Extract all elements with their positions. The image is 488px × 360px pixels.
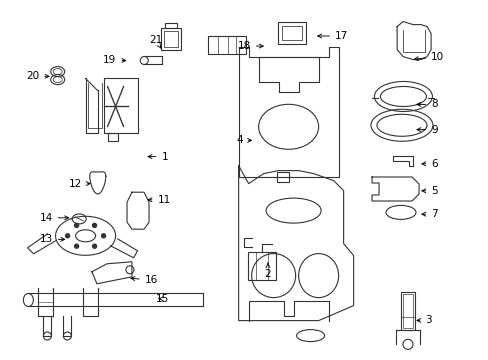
Text: 10: 10 bbox=[414, 52, 444, 62]
Text: 9: 9 bbox=[416, 125, 437, 135]
Text: 4: 4 bbox=[236, 135, 251, 145]
Text: 3: 3 bbox=[416, 315, 431, 325]
Circle shape bbox=[75, 244, 79, 248]
Text: 16: 16 bbox=[131, 275, 158, 285]
Circle shape bbox=[75, 224, 79, 228]
Bar bbox=[277, 22, 305, 44]
Text: 7: 7 bbox=[421, 209, 437, 219]
Circle shape bbox=[65, 234, 69, 238]
Bar bbox=[107, 134, 117, 141]
Text: 20: 20 bbox=[26, 71, 49, 81]
Text: 2: 2 bbox=[264, 263, 271, 279]
Circle shape bbox=[92, 224, 96, 228]
Bar bbox=[165, 23, 177, 28]
Bar bbox=[400, 292, 414, 330]
Text: 15: 15 bbox=[155, 294, 168, 304]
Text: 18: 18 bbox=[237, 41, 263, 51]
Text: 21: 21 bbox=[148, 35, 162, 48]
Text: 1: 1 bbox=[148, 152, 168, 162]
Bar bbox=[276, 172, 288, 182]
Text: 17: 17 bbox=[317, 31, 347, 41]
Bar bbox=[402, 294, 412, 328]
Text: 19: 19 bbox=[103, 55, 125, 66]
Text: 6: 6 bbox=[421, 159, 437, 169]
Text: 13: 13 bbox=[40, 234, 64, 244]
Bar bbox=[164, 31, 178, 47]
Bar bbox=[248, 252, 276, 280]
Text: 5: 5 bbox=[421, 186, 437, 196]
Circle shape bbox=[92, 244, 96, 248]
Bar bbox=[281, 26, 301, 40]
Text: 8: 8 bbox=[416, 99, 437, 109]
Text: 14: 14 bbox=[40, 213, 68, 223]
Circle shape bbox=[102, 234, 105, 238]
Text: 11: 11 bbox=[148, 195, 170, 205]
Text: 12: 12 bbox=[69, 179, 90, 189]
Bar bbox=[161, 28, 181, 50]
Bar bbox=[207, 36, 245, 54]
